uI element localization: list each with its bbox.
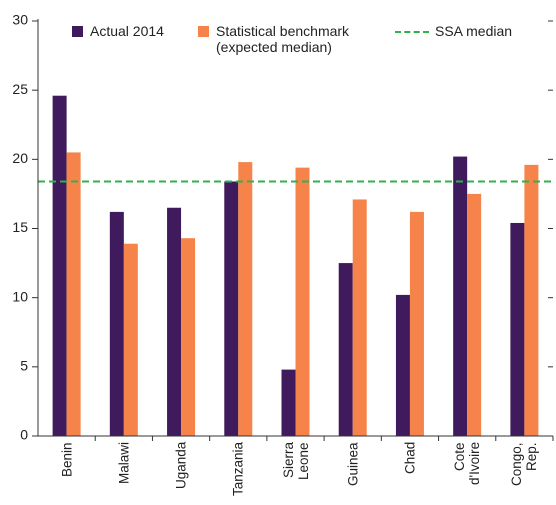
bar — [181, 238, 196, 436]
y-tick-label: 5 — [20, 358, 28, 374]
y-tick-label: 15 — [12, 219, 28, 235]
legend-label: Statistical benchmark (expected median) — [216, 23, 350, 55]
bar — [338, 263, 353, 436]
y-tick-label: 30 — [12, 12, 28, 28]
bar — [395, 294, 410, 436]
y-tick-label: 20 — [12, 150, 28, 166]
bar — [281, 369, 296, 436]
bar — [467, 193, 482, 436]
x-tick-label: Malawi — [116, 442, 132, 485]
x-tick-label: Cote d'Ivoire — [452, 442, 483, 486]
legend-label: Actual 2014 — [90, 23, 164, 39]
bar — [66, 152, 81, 436]
bar — [409, 211, 424, 436]
x-tick-label: Congo, Rep. — [509, 442, 540, 486]
y-tick-label: 0 — [20, 427, 28, 443]
x-tick-label: Benin — [59, 442, 75, 477]
x-tick-label: Uganda — [173, 442, 189, 490]
bar — [238, 162, 253, 436]
bar — [524, 164, 539, 436]
bar — [352, 199, 367, 436]
x-tick-label: Guinea — [345, 442, 361, 486]
legend-swatch — [395, 31, 429, 33]
bar — [453, 156, 468, 437]
y-tick-label: 25 — [12, 81, 28, 97]
legend-label: SSA median — [435, 23, 513, 39]
legend-swatch — [72, 26, 83, 37]
bar — [224, 181, 239, 436]
bar — [123, 243, 138, 436]
x-tick-label: Chad — [402, 442, 418, 475]
bar — [295, 167, 310, 436]
bar — [52, 95, 67, 436]
bar — [109, 211, 124, 436]
bar — [510, 222, 525, 436]
y-tick-label: 10 — [12, 288, 28, 304]
x-tick-label: Tanzania — [230, 442, 246, 497]
legend-swatch — [198, 26, 209, 37]
bar — [167, 207, 182, 436]
x-tick-label: Sierra Leone — [280, 442, 311, 480]
